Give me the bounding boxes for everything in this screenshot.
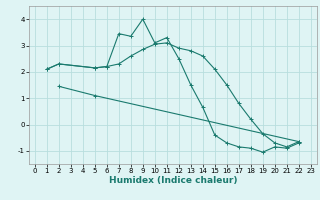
X-axis label: Humidex (Indice chaleur): Humidex (Indice chaleur) — [108, 176, 237, 185]
